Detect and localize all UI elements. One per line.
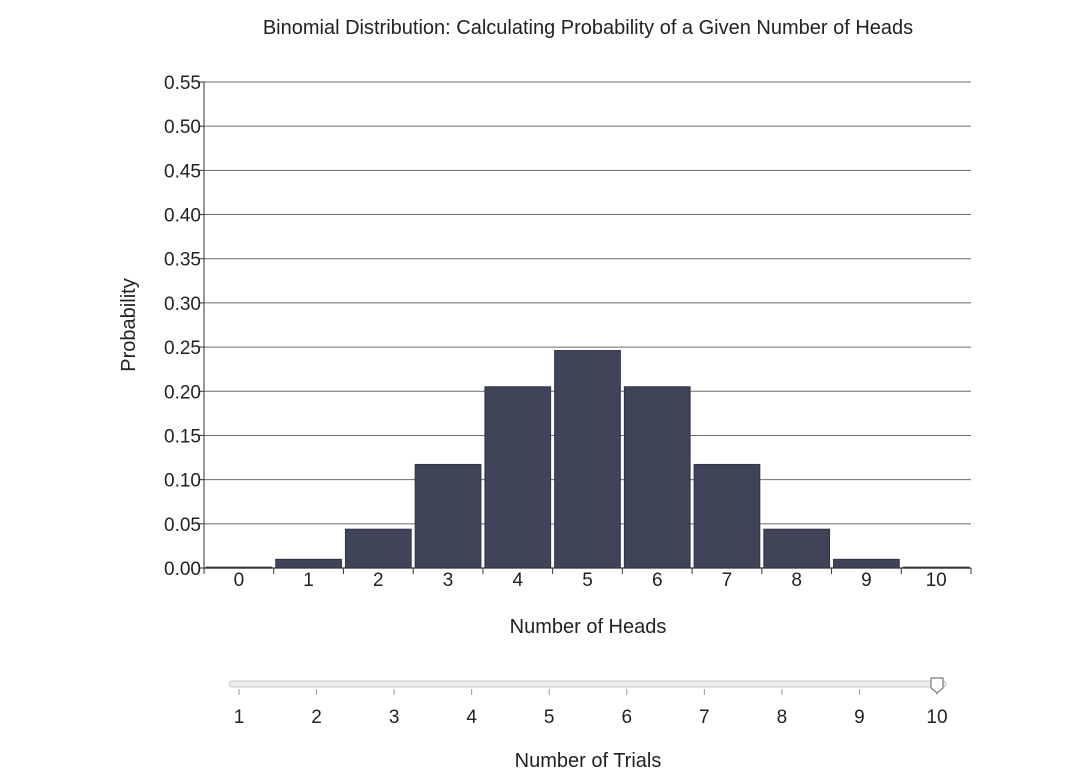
bar-2 (344, 528, 412, 569)
bar-1 (275, 558, 342, 569)
bar-7 (693, 463, 761, 569)
gridlines (204, 81, 971, 525)
x-tick-label: 1 (303, 570, 314, 591)
chart-title: Binomial Distribution: Calculating Proba… (263, 17, 913, 39)
slider-tick-label: 5 (544, 707, 555, 728)
slider-tick-label: 9 (854, 707, 865, 728)
x-tick-label: 7 (722, 570, 733, 591)
x-tick-label: 3 (443, 570, 454, 591)
y-tick-label: 0.45 (164, 161, 201, 182)
x-axis-label: Number of Heads (510, 616, 667, 638)
trials-slider[interactable]: 1 2 3 4 5 6 7 8 9 10 (228, 677, 948, 728)
y-axis-ticks: 0.00 0.05 0.10 0.15 0.20 0.25 0.30 0.35 0.40 0.45… (164, 73, 204, 580)
slider-track[interactable] (228, 680, 947, 688)
slider-tick-label: 1 (234, 707, 245, 728)
x-tick-label: 4 (512, 570, 523, 591)
y-tick-label: 0.05 (164, 515, 201, 536)
slider-tick-label: 3 (389, 707, 400, 728)
x-tick-label: 6 (652, 570, 663, 591)
x-axis-ticks: 0 1 2 3 4 5 6 7 8 9 10 (203, 568, 972, 591)
x-tick-label: 10 (926, 570, 947, 591)
x-tick-label: 0 (234, 570, 245, 591)
y-tick-label: 0.50 (164, 117, 201, 138)
bar-6 (623, 386, 691, 569)
slider-ticks: 1 2 3 4 5 6 7 8 9 10 (234, 689, 948, 728)
slider-tick-label: 8 (777, 707, 788, 728)
y-tick-label: 0.00 (164, 559, 201, 580)
bar-5 (554, 350, 621, 569)
y-tick-label: 0.40 (164, 206, 201, 227)
y-tick-label: 0.20 (164, 382, 201, 403)
x-tick-label: 2 (373, 570, 384, 591)
slider-handle[interactable] (930, 677, 944, 694)
y-axis-label: Probability (118, 278, 140, 371)
slider-label: Number of Trials (515, 750, 662, 772)
slider-tick-label: 10 (926, 707, 947, 728)
y-tick-label: 0.15 (164, 426, 201, 447)
bar-3 (414, 463, 482, 569)
y-tick-label: 0.55 (164, 73, 201, 94)
y-tick-label: 0.30 (164, 294, 201, 315)
slider-tick-label: 2 (311, 707, 322, 728)
slider-tick-label: 6 (621, 707, 632, 728)
bar-8 (763, 528, 831, 569)
x-tick-label: 8 (791, 570, 802, 591)
slider-tick-label: 7 (699, 707, 710, 728)
slider-tick-label: 4 (466, 707, 477, 728)
bars (205, 350, 970, 569)
y-tick-label: 0.35 (164, 250, 201, 271)
y-tick-label: 0.10 (164, 471, 201, 492)
x-tick-label: 9 (861, 570, 872, 591)
bar-4 (484, 386, 552, 569)
x-tick-label: 5 (582, 570, 593, 591)
y-tick-label: 0.25 (164, 338, 201, 359)
bar-9 (833, 558, 900, 569)
